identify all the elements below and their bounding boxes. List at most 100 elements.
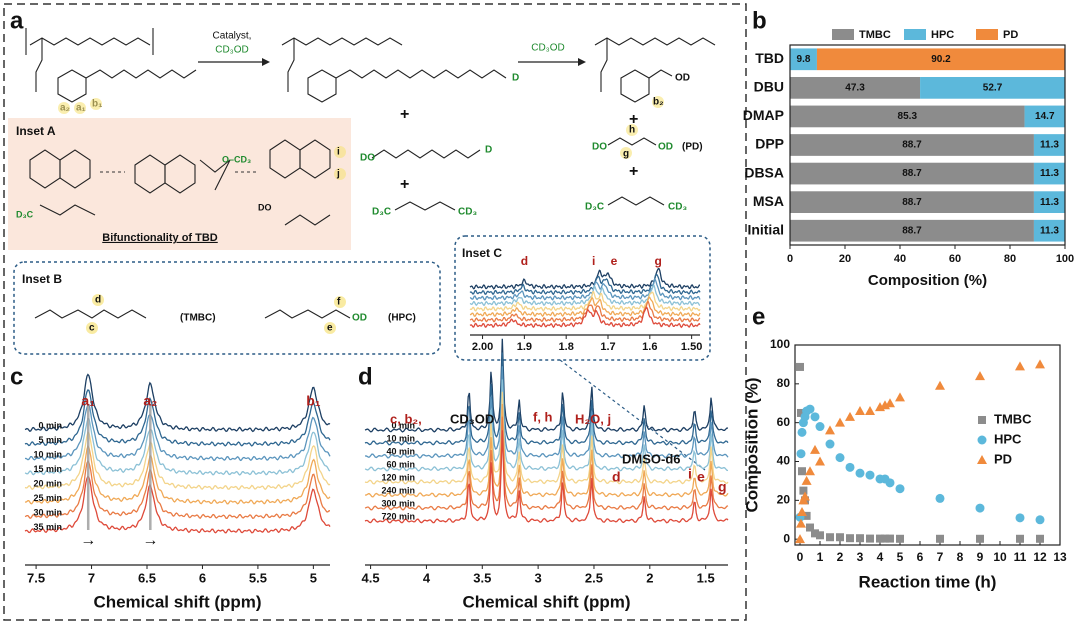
plus: + bbox=[400, 176, 409, 193]
value-label: 14.7 bbox=[1035, 111, 1055, 122]
x-tick-label: 4 bbox=[423, 570, 431, 585]
spectrum bbox=[469, 268, 700, 290]
spectrum bbox=[364, 403, 729, 498]
trace-label: 720 min bbox=[381, 511, 415, 521]
highlight bbox=[334, 146, 346, 158]
point bbox=[975, 371, 985, 381]
spectrum bbox=[469, 273, 701, 296]
x-tick-label: 2 bbox=[837, 550, 844, 564]
x-tick-label: 100 bbox=[1056, 253, 1074, 265]
trace-label: 30 min bbox=[33, 507, 62, 517]
trace-label: 25 min bbox=[33, 493, 62, 503]
point bbox=[885, 478, 895, 488]
point bbox=[826, 533, 834, 542]
x-tick-label: 40 bbox=[894, 253, 906, 265]
reagent: CD₃OD bbox=[531, 43, 565, 54]
molecule bbox=[607, 137, 657, 146]
bar-segment bbox=[790, 162, 1034, 185]
y-tick-label: DPP bbox=[755, 136, 784, 152]
point bbox=[1036, 534, 1044, 543]
point bbox=[876, 534, 884, 543]
spectrum bbox=[24, 444, 331, 505]
x-tick-label: 2 bbox=[646, 570, 653, 585]
atom-label: f bbox=[337, 297, 341, 308]
point bbox=[1016, 534, 1024, 543]
point bbox=[810, 444, 820, 454]
value-label: 9.8 bbox=[797, 54, 811, 65]
trace-label: 5 min bbox=[38, 435, 62, 445]
y-tick-label: 100 bbox=[770, 337, 790, 351]
y-axis-label: Composition (%) bbox=[742, 377, 761, 512]
point bbox=[805, 404, 815, 414]
x-tick-label: 4.5 bbox=[362, 570, 380, 585]
x-tick-label: 6.5 bbox=[138, 570, 156, 585]
annotation: DMSO-d6 bbox=[622, 451, 681, 466]
value-label: 11.3 bbox=[1040, 140, 1059, 151]
highlight bbox=[334, 168, 346, 180]
y-tick-label: 60 bbox=[777, 415, 791, 429]
peak-label: a₂ bbox=[143, 393, 157, 409]
value-label: 88.7 bbox=[902, 168, 922, 179]
bar-segment bbox=[790, 219, 1034, 242]
x-axis-label: Chemical shift (ppm) bbox=[462, 592, 630, 611]
sidechain bbox=[287, 38, 295, 92]
spectrum bbox=[24, 431, 331, 491]
atom: D₃C bbox=[372, 207, 391, 218]
point bbox=[935, 493, 945, 503]
tmbc bbox=[34, 309, 147, 319]
point bbox=[845, 462, 855, 472]
trace-label: 40 min bbox=[386, 446, 415, 456]
x-tick-label: 60 bbox=[949, 253, 961, 265]
annotation: f, h bbox=[533, 409, 553, 424]
legend-label: PD bbox=[994, 451, 1012, 466]
atom: OD bbox=[675, 73, 690, 84]
intermediate bbox=[199, 159, 231, 191]
point bbox=[836, 533, 844, 542]
y-tick-label: TBD bbox=[755, 50, 784, 66]
scheme: a₂ a₁ b₁ Catalyst, CD₃OD D + DO D + D₃C … bbox=[16, 28, 716, 334]
point bbox=[865, 470, 875, 480]
trace-label: 120 min bbox=[381, 472, 415, 482]
point bbox=[796, 362, 804, 371]
product-label: (PD) bbox=[682, 142, 703, 153]
point bbox=[976, 534, 984, 543]
point bbox=[866, 534, 874, 543]
highlight bbox=[652, 96, 664, 108]
inset-c-box bbox=[454, 235, 711, 361]
trace-label: 15 min bbox=[33, 464, 62, 474]
annotation: e bbox=[697, 469, 705, 485]
value-label: 47.3 bbox=[845, 82, 865, 93]
x-tick-label: 20 bbox=[839, 253, 851, 265]
x-tick-label: 11 bbox=[1014, 550, 1027, 564]
atom-label: e bbox=[327, 323, 333, 334]
sidechain bbox=[600, 38, 608, 92]
atom: DO bbox=[360, 153, 375, 164]
value-label: 88.7 bbox=[902, 225, 922, 236]
value-label: 11.3 bbox=[1040, 225, 1059, 236]
panel-label: a bbox=[10, 7, 24, 34]
carbonate bbox=[284, 214, 331, 226]
x-axis-label: Chemical shift (ppm) bbox=[93, 592, 261, 611]
point bbox=[815, 456, 825, 466]
point bbox=[801, 475, 812, 485]
x-tick-label: 6 bbox=[199, 570, 206, 585]
spectrum bbox=[24, 475, 331, 534]
y-tick-label: 40 bbox=[777, 454, 791, 468]
panel-label: c bbox=[10, 363, 23, 390]
chain bbox=[335, 69, 507, 79]
legend-label: HPC bbox=[931, 29, 954, 41]
tbd bbox=[59, 149, 91, 189]
point bbox=[1015, 361, 1025, 371]
point bbox=[825, 425, 835, 435]
spectrum bbox=[469, 306, 701, 329]
bar-segment bbox=[790, 48, 817, 71]
atom: DO bbox=[258, 202, 272, 212]
point bbox=[796, 449, 806, 459]
x-tick-label: 1 bbox=[817, 550, 824, 564]
panel-label: d bbox=[358, 363, 373, 390]
point bbox=[855, 406, 865, 416]
point bbox=[1035, 515, 1045, 525]
x-tick-label: 1.50 bbox=[681, 341, 702, 353]
x-axis-label: Reaction time (h) bbox=[859, 572, 997, 591]
